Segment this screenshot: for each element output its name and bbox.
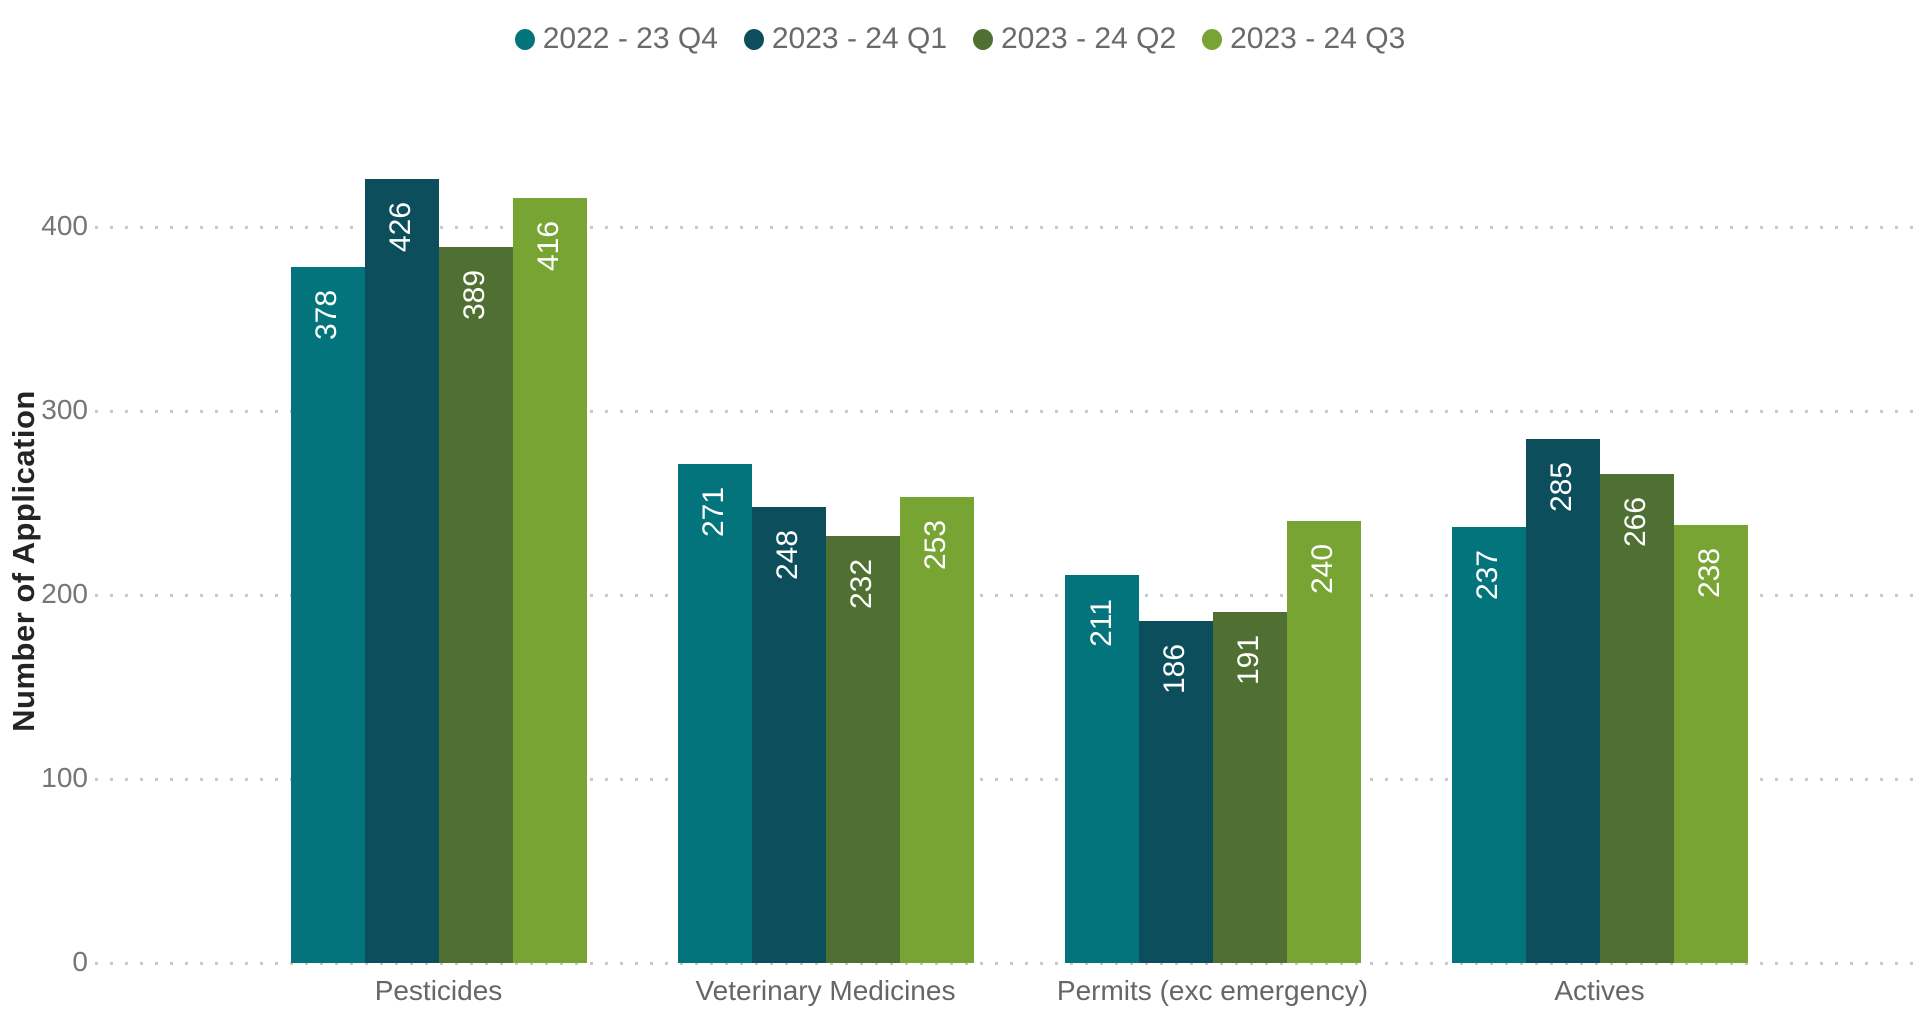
bar-value-text: 285 — [1545, 461, 1579, 512]
legend-label: 2022 - 23 Q4 — [542, 22, 718, 55]
chart-legend: 2022 - 23 Q4 2023 - 24 Q1 2023 - 24 Q2 2023… — [0, 22, 1920, 56]
bar[interactable]: 285 — [1525, 438, 1600, 963]
legend-label: 2023 - 24 Q2 — [1001, 22, 1177, 55]
bar-value-label: 238 — [1674, 525, 1748, 621]
legend-item[interactable]: 2022 - 23 Q4 — [514, 22, 718, 56]
bar-value-text: 253 — [919, 520, 953, 571]
x-category-label: Permits (exc emergency) — [1056, 975, 1369, 1006]
bar-value-label: 248 — [752, 507, 826, 603]
y-tick-label: 300 — [41, 394, 88, 425]
legend-item[interactable]: 2023 - 24 Q3 — [1202, 22, 1405, 56]
bar-value-text: 266 — [1619, 496, 1653, 547]
bar-value-label: 378 — [291, 267, 365, 363]
gridline — [95, 778, 1920, 781]
bar-value-label: 285 — [1526, 439, 1600, 535]
bar[interactable]: 248 — [751, 506, 826, 963]
bar[interactable]: 191 — [1212, 611, 1287, 963]
legend-swatch-circle-icon — [514, 28, 535, 50]
y-tick-label: 400 — [41, 210, 88, 241]
gridline — [95, 962, 1920, 965]
bar-value-label: 232 — [826, 536, 900, 632]
bar[interactable]: 232 — [825, 536, 900, 963]
bar[interactable]: 378 — [290, 267, 365, 963]
y-tick-label: 0 — [72, 946, 88, 977]
bar[interactable]: 211 — [1064, 574, 1139, 963]
bar-value-label: 426 — [365, 179, 439, 275]
bar-value-text: 416 — [532, 220, 566, 271]
gridline — [95, 410, 1920, 413]
legend-swatch-circle-icon — [973, 28, 993, 50]
bar[interactable]: 238 — [1673, 525, 1748, 963]
bar-value-label: 191 — [1213, 612, 1287, 708]
legend-label: 2023 - 24 Q1 — [771, 22, 947, 55]
gridline — [95, 594, 1920, 597]
legend-label: 2023 - 24 Q3 — [1230, 22, 1406, 55]
bar[interactable]: 416 — [512, 197, 587, 963]
legend-item[interactable]: 2023 - 24 Q1 — [743, 22, 947, 56]
x-category-label: Pesticides — [374, 975, 503, 1006]
x-category-label: Actives — [1554, 975, 1645, 1006]
bar-value-label: 416 — [513, 198, 587, 294]
bar-value-text: 232 — [845, 559, 879, 610]
bar-value-text: 186 — [1158, 643, 1192, 694]
bar-value-text: 426 — [384, 202, 418, 253]
bar-value-text: 389 — [458, 270, 492, 321]
bar[interactable]: 389 — [438, 247, 513, 963]
bar-value-label: 389 — [439, 247, 513, 343]
bar-value-label: 211 — [1065, 575, 1139, 671]
bar[interactable]: 186 — [1138, 620, 1213, 963]
y-tick-label: 100 — [41, 762, 88, 793]
bar-value-label: 253 — [900, 497, 974, 593]
bar-value-text: 191 — [1232, 634, 1266, 685]
legend-item[interactable]: 2023 - 24 Q2 — [973, 22, 1176, 56]
y-tick-label: 200 — [41, 578, 88, 609]
x-category-label: Veterinary Medicines — [695, 975, 956, 1006]
bar[interactable]: 271 — [677, 464, 752, 963]
bar-value-text: 238 — [1693, 548, 1727, 599]
legend-swatch-circle-icon — [1202, 28, 1223, 50]
bar[interactable]: 240 — [1286, 521, 1361, 963]
bar-value-label: 266 — [1600, 474, 1674, 570]
gridline — [95, 226, 1920, 229]
bar-value-label: 271 — [678, 464, 752, 560]
bar-value-text: 248 — [771, 529, 805, 580]
bar-value-label: 186 — [1139, 621, 1213, 717]
bar-value-text: 237 — [1471, 549, 1505, 600]
bar-value-text: 211 — [1084, 598, 1118, 647]
bar-value-label: 240 — [1287, 521, 1361, 617]
bar-value-label: 237 — [1452, 527, 1526, 623]
bar[interactable]: 253 — [899, 497, 974, 963]
bar[interactable]: 237 — [1451, 526, 1526, 963]
bar-value-text: 240 — [1306, 544, 1340, 595]
legend-swatch-circle-icon — [743, 28, 764, 50]
bar-value-text: 271 — [697, 487, 731, 538]
bar-value-text: 378 — [310, 290, 344, 341]
bar[interactable]: 426 — [364, 179, 439, 963]
bar[interactable]: 266 — [1599, 473, 1674, 963]
